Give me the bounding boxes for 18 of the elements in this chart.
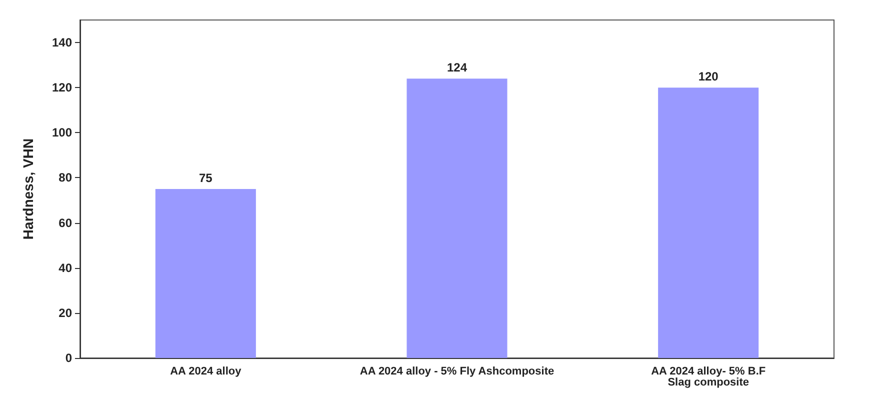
- y-tick-label: 60: [58, 216, 72, 230]
- bar: [406, 78, 508, 358]
- bar: [658, 88, 759, 358]
- y-tick-label: 80: [58, 170, 72, 185]
- data-label: 124: [446, 60, 468, 75]
- y-tick-label: 120: [52, 80, 72, 95]
- bar: [155, 189, 256, 358]
- x-tick-label: AA 2024 alloy: [170, 366, 242, 378]
- y-tick-label: 40: [58, 260, 72, 275]
- x-tick-label: AA 2024 alloy- 5% B.F Slag composite: [651, 366, 766, 388]
- y-tick-label: 0: [65, 351, 72, 365]
- y-axis-title: Hardness, VHN: [20, 138, 36, 240]
- x-tick-label: AA 2024 alloy - 5% Fly Ashcomposite: [360, 366, 554, 378]
- y-tick-label: 100: [52, 126, 72, 140]
- y-tick-label: 140: [52, 36, 72, 50]
- data-label: 75: [198, 171, 213, 185]
- y-tick-label: 20: [58, 306, 72, 320]
- data-label: 120: [698, 70, 719, 84]
